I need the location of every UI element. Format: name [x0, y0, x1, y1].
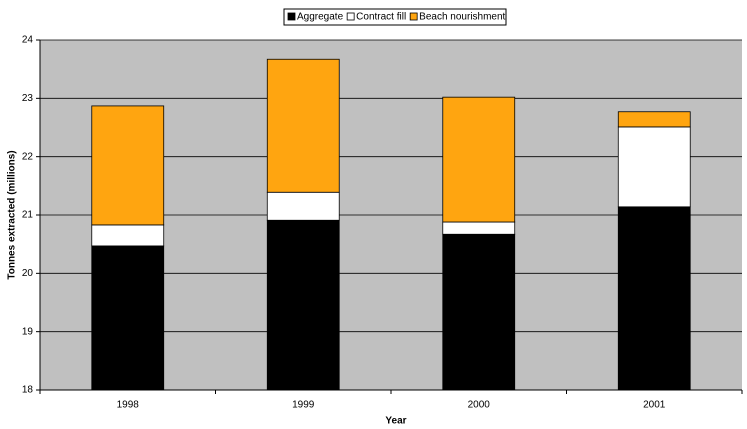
bar-segment [266, 219, 340, 391]
bar-segment [617, 126, 691, 208]
bar-segment [442, 221, 516, 235]
bar-segment [91, 245, 165, 391]
legend-label: Contract fill [356, 12, 406, 23]
y-tick-label: 24 [22, 35, 34, 46]
x-tick-label: 1999 [292, 400, 315, 411]
legend-swatch [287, 12, 296, 21]
y-tick-label: 22 [22, 151, 34, 162]
x-tick-label: 1998 [117, 400, 140, 411]
bar-segment [91, 105, 165, 226]
legend-box [283, 8, 507, 26]
x-tick-label: 2001 [643, 400, 666, 411]
y-axis-label: Tonnes extracted (millions) [7, 150, 18, 279]
bar-segment [617, 111, 691, 128]
bar-segment [266, 191, 340, 221]
y-tick-label: 18 [22, 385, 34, 396]
legend-swatch [346, 12, 355, 21]
bar-segment [442, 233, 516, 391]
y-tick-label: 19 [22, 326, 34, 337]
legend-label: Beach nourishment [419, 12, 505, 23]
x-tick-label: 2000 [468, 400, 491, 411]
y-tick-label: 20 [22, 268, 34, 279]
y-tick-label: 21 [22, 210, 34, 221]
bar-segment [91, 224, 165, 247]
bar-segment [617, 206, 691, 391]
bar-segment [442, 96, 516, 223]
x-axis-label: Year [385, 416, 406, 427]
legend-swatch [409, 12, 418, 21]
legend-label: Aggregate [297, 12, 344, 23]
bar-segment [266, 58, 340, 193]
y-tick-label: 23 [22, 93, 34, 104]
